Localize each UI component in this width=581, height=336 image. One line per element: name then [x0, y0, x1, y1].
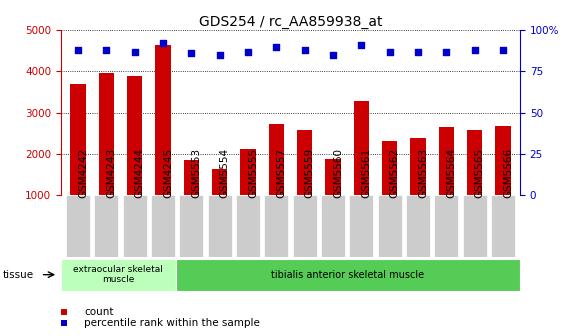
- Bar: [70, 84, 86, 236]
- FancyBboxPatch shape: [378, 195, 401, 257]
- Point: [413, 49, 422, 54]
- Point: [159, 41, 168, 46]
- Bar: [99, 74, 114, 236]
- Bar: [495, 126, 511, 236]
- Text: GSM4243: GSM4243: [106, 148, 116, 198]
- Text: count: count: [84, 307, 114, 317]
- Text: GSM4242: GSM4242: [78, 148, 88, 198]
- FancyBboxPatch shape: [264, 195, 288, 257]
- Point: [300, 47, 309, 53]
- Text: percentile rank within the sample: percentile rank within the sample: [84, 318, 260, 328]
- Text: GSM5562: GSM5562: [390, 148, 400, 198]
- Text: GSM5554: GSM5554: [220, 148, 229, 198]
- FancyBboxPatch shape: [406, 195, 430, 257]
- Bar: [127, 76, 142, 236]
- FancyBboxPatch shape: [236, 195, 260, 257]
- Text: GSM5563: GSM5563: [418, 148, 428, 198]
- Bar: [212, 169, 227, 236]
- Point: [272, 44, 281, 49]
- FancyBboxPatch shape: [207, 195, 232, 257]
- Bar: [354, 101, 369, 236]
- Bar: [297, 130, 313, 236]
- Text: GSM4244: GSM4244: [135, 148, 145, 198]
- Text: tissue: tissue: [3, 270, 34, 280]
- Text: GSM5559: GSM5559: [304, 148, 315, 198]
- Title: GDS254 / rc_AA859938_at: GDS254 / rc_AA859938_at: [199, 15, 382, 29]
- Bar: [325, 160, 341, 236]
- Bar: [61, 259, 175, 291]
- Point: [498, 47, 508, 53]
- Point: [102, 47, 111, 53]
- Text: GSM5560: GSM5560: [333, 148, 343, 198]
- Point: [243, 49, 253, 54]
- FancyBboxPatch shape: [66, 195, 90, 257]
- FancyBboxPatch shape: [123, 195, 147, 257]
- Bar: [155, 45, 171, 236]
- Point: [73, 47, 83, 53]
- Bar: [439, 127, 454, 236]
- Bar: [268, 124, 284, 236]
- Point: [328, 52, 338, 58]
- Text: extraocular skeletal
muscle: extraocular skeletal muscle: [73, 265, 163, 284]
- Point: [357, 42, 366, 48]
- Text: GSM5566: GSM5566: [503, 148, 513, 198]
- Text: GSM5565: GSM5565: [475, 148, 485, 198]
- Text: GSM5557: GSM5557: [277, 148, 286, 198]
- FancyBboxPatch shape: [94, 195, 119, 257]
- Point: [442, 49, 451, 54]
- Bar: [410, 138, 426, 236]
- FancyBboxPatch shape: [321, 195, 345, 257]
- FancyBboxPatch shape: [293, 195, 317, 257]
- Point: [215, 52, 224, 58]
- FancyBboxPatch shape: [462, 195, 487, 257]
- Text: tibialis anterior skeletal muscle: tibialis anterior skeletal muscle: [271, 270, 425, 280]
- Point: [187, 51, 196, 56]
- Point: [385, 49, 394, 54]
- Text: GSM4245: GSM4245: [163, 148, 173, 198]
- Bar: [240, 149, 256, 236]
- Text: GSM5564: GSM5564: [446, 148, 456, 198]
- FancyBboxPatch shape: [434, 195, 458, 257]
- Bar: [184, 160, 199, 236]
- Bar: [467, 130, 482, 236]
- Bar: [382, 140, 397, 236]
- FancyBboxPatch shape: [349, 195, 374, 257]
- FancyBboxPatch shape: [180, 195, 203, 257]
- FancyBboxPatch shape: [151, 195, 175, 257]
- Point: [470, 47, 479, 53]
- Text: GSM5561: GSM5561: [361, 148, 371, 198]
- Text: GSM5553: GSM5553: [191, 148, 202, 198]
- Point: [130, 49, 139, 54]
- Text: GSM5555: GSM5555: [248, 148, 258, 198]
- FancyBboxPatch shape: [491, 195, 515, 257]
- Bar: [175, 259, 520, 291]
